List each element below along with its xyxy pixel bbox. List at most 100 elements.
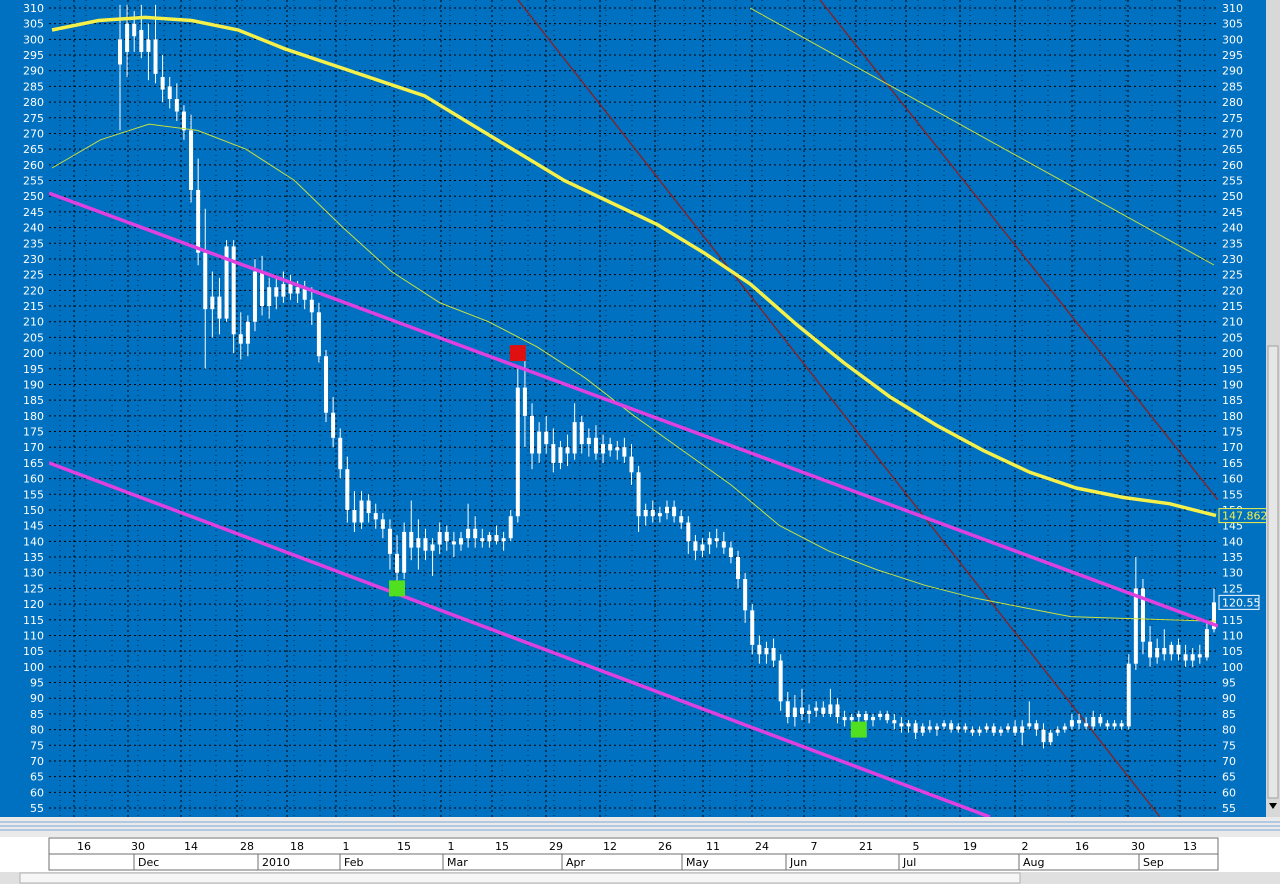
candle: [1027, 701, 1032, 730]
candle: [1162, 629, 1167, 661]
candle: [778, 654, 783, 711]
y-tick-label-right: 100: [1222, 661, 1243, 674]
x-day-label: 19: [963, 840, 977, 853]
candle: [267, 277, 272, 319]
candle: [409, 500, 414, 561]
x-day-label: 29: [549, 840, 563, 853]
candle: [387, 519, 392, 570]
y-tick-label-right: 290: [1222, 65, 1243, 78]
candle: [522, 349, 527, 448]
x-day-label: 16: [77, 840, 91, 853]
candle: [238, 312, 243, 360]
x-month-label: Mar: [447, 856, 468, 869]
y-tick-label-right: 115: [1222, 614, 1243, 627]
candle: [345, 456, 350, 523]
candle: [1062, 723, 1067, 733]
candle: [785, 691, 790, 724]
y-tick-label-right: 170: [1222, 441, 1243, 454]
x-month-label: Apr: [566, 856, 586, 869]
candle: [338, 428, 343, 479]
candle: [1055, 726, 1060, 736]
y-tick-label-right: 125: [1222, 582, 1243, 595]
y-tick-label: 165: [23, 457, 44, 470]
candle: [920, 723, 925, 736]
y-tick-label-right: 135: [1222, 551, 1243, 564]
y-tick-label: 265: [23, 143, 44, 156]
y-axis-right: 5560657075808590951001051101151201251301…: [1222, 2, 1243, 815]
candle: [167, 77, 172, 109]
candle: [473, 516, 478, 548]
y-tick-label-right: 60: [1222, 786, 1236, 799]
candle: [615, 440, 620, 460]
trend-line-diagonal: [517, 0, 1161, 817]
y-tick-label-right: 130: [1222, 567, 1243, 580]
candle: [217, 277, 222, 335]
x-day-label: 30: [131, 840, 145, 853]
candle: [736, 550, 741, 589]
candle: [373, 503, 378, 529]
candle: [402, 522, 407, 579]
x-day-label: 28: [240, 840, 254, 853]
y-tick-label: 115: [23, 614, 44, 627]
y-tick-label: 210: [23, 316, 44, 329]
grid-layer: [49, 0, 1218, 817]
y-tick-label-right: 55: [1222, 802, 1236, 815]
y-tick-label-right: 70: [1222, 755, 1236, 768]
y-tick-label-right: 105: [1222, 645, 1243, 658]
y-tick-label-right: 260: [1222, 159, 1243, 172]
y-tick-label: 235: [23, 237, 44, 250]
candle: [1077, 713, 1082, 730]
candle: [181, 105, 186, 140]
scroll-down-arrow-icon[interactable]: [1269, 803, 1277, 809]
y-tick-label: 255: [23, 175, 44, 188]
candle: [288, 274, 293, 300]
candle: [551, 428, 556, 473]
candle: [451, 531, 456, 558]
candle: [934, 723, 939, 736]
candle: [998, 726, 1003, 736]
y-tick-label-right: 220: [1222, 284, 1243, 297]
candle: [224, 240, 229, 322]
horizontal-scrollbar-thumb[interactable]: [19, 872, 1021, 884]
candle: [260, 255, 265, 316]
y-tick-label-right: 180: [1222, 410, 1243, 423]
moving-average-thin: [51, 123, 1217, 622]
candle: [146, 23, 151, 81]
candle: [331, 397, 336, 448]
y-tick-label-right: 300: [1222, 33, 1243, 46]
y-tick-label-right: 225: [1222, 269, 1243, 282]
candle: [466, 503, 471, 548]
y-tick-label-right: 285: [1222, 80, 1243, 93]
candle: [316, 302, 321, 363]
candle: [352, 491, 357, 532]
y-tick-label-right: 240: [1222, 222, 1243, 235]
y-tick-label: 250: [23, 190, 44, 203]
candle: [906, 720, 911, 733]
candle: [714, 528, 719, 548]
y-tick-label: 185: [23, 394, 44, 407]
candle: [956, 723, 961, 733]
candle: [366, 494, 371, 523]
x-day-label: 15: [397, 840, 411, 853]
candle: [608, 437, 613, 457]
y-tick-label: 240: [23, 222, 44, 235]
candle: [1005, 723, 1010, 733]
y-tick-label-right: 90: [1222, 692, 1236, 705]
candle: [757, 635, 762, 664]
scrollbar-thumb[interactable]: [1267, 345, 1279, 799]
y-tick-label: 300: [23, 33, 44, 46]
candle: [799, 688, 804, 721]
y-tick-label-right: 195: [1222, 363, 1243, 376]
y-tick-label-right: 175: [1222, 426, 1243, 439]
y-tick-label: 70: [30, 755, 44, 768]
candle: [1034, 720, 1039, 736]
candle: [728, 541, 733, 564]
candle: [1133, 557, 1138, 670]
candle: [437, 522, 442, 554]
candle: [771, 638, 776, 667]
y-tick-label: 275: [23, 112, 44, 125]
x-day-label: 5: [913, 840, 920, 853]
candle: [203, 208, 208, 369]
x-month-label: Feb: [344, 856, 363, 869]
